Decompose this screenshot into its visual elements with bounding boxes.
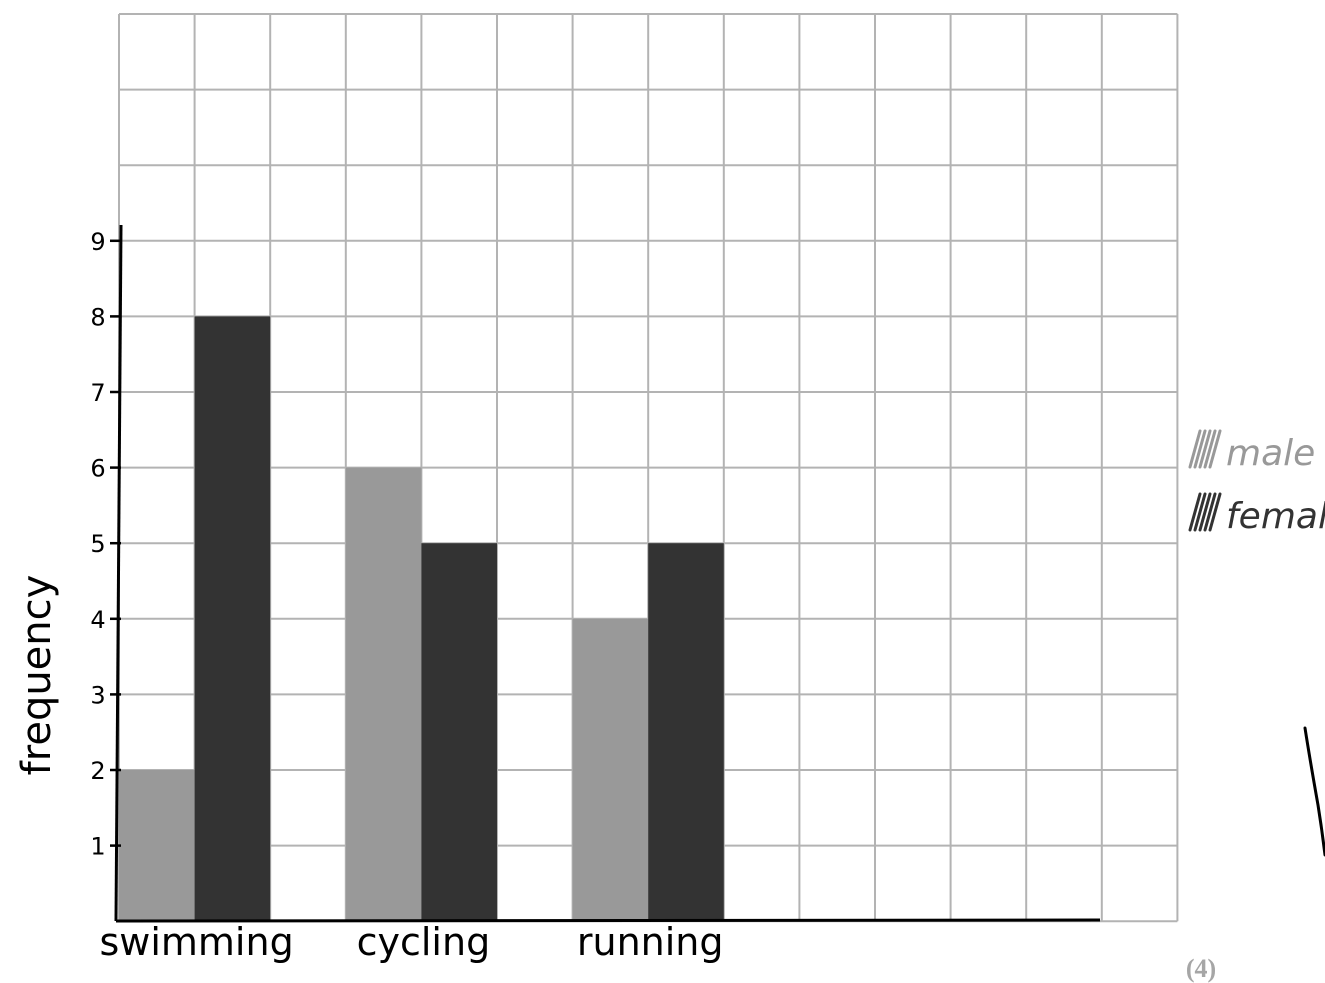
marks-label: (4) [1186,954,1216,983]
chart-bars [119,316,724,922]
x-tick-label: cycling [357,920,491,964]
y-tick-label: 8 [90,303,105,331]
x-axis-line [115,918,1101,923]
x-tick-label: swimming [99,920,293,964]
pen-stroke-mark [1303,726,1325,857]
y-tick-label: 6 [90,455,105,483]
bar-male-running [572,618,649,922]
y-axis-label: frequency [14,575,60,776]
y-tick-label: 7 [90,379,105,407]
legend-swatch-male [1188,429,1222,469]
y-tick-label: 2 [90,757,105,785]
y-tick-label: 4 [90,606,105,634]
y-tick-label: 9 [90,228,105,256]
chart-axes [114,224,1101,923]
bar-male-swimming [119,770,195,922]
bar-female-cycling [421,543,497,922]
y-ticks: 1 2 3 4 5 6 7 8 9 [90,228,121,861]
chart-legend: male female [1188,429,1325,537]
legend-label-male: male [1226,433,1315,474]
y-axis-line [114,224,123,922]
y-tick-label: 5 [90,530,105,558]
x-tick-labels: swimming cycling running [99,920,723,964]
y-tick-label: 1 [90,833,105,861]
bar-male-cycling [345,467,422,922]
legend-swatch-female [1188,492,1222,532]
legend-label-female: female [1226,496,1325,537]
y-tick-label: 3 [90,681,105,709]
x-tick-label: running [577,920,724,964]
bar-female-swimming [194,316,271,922]
bar-female-running [648,543,724,922]
